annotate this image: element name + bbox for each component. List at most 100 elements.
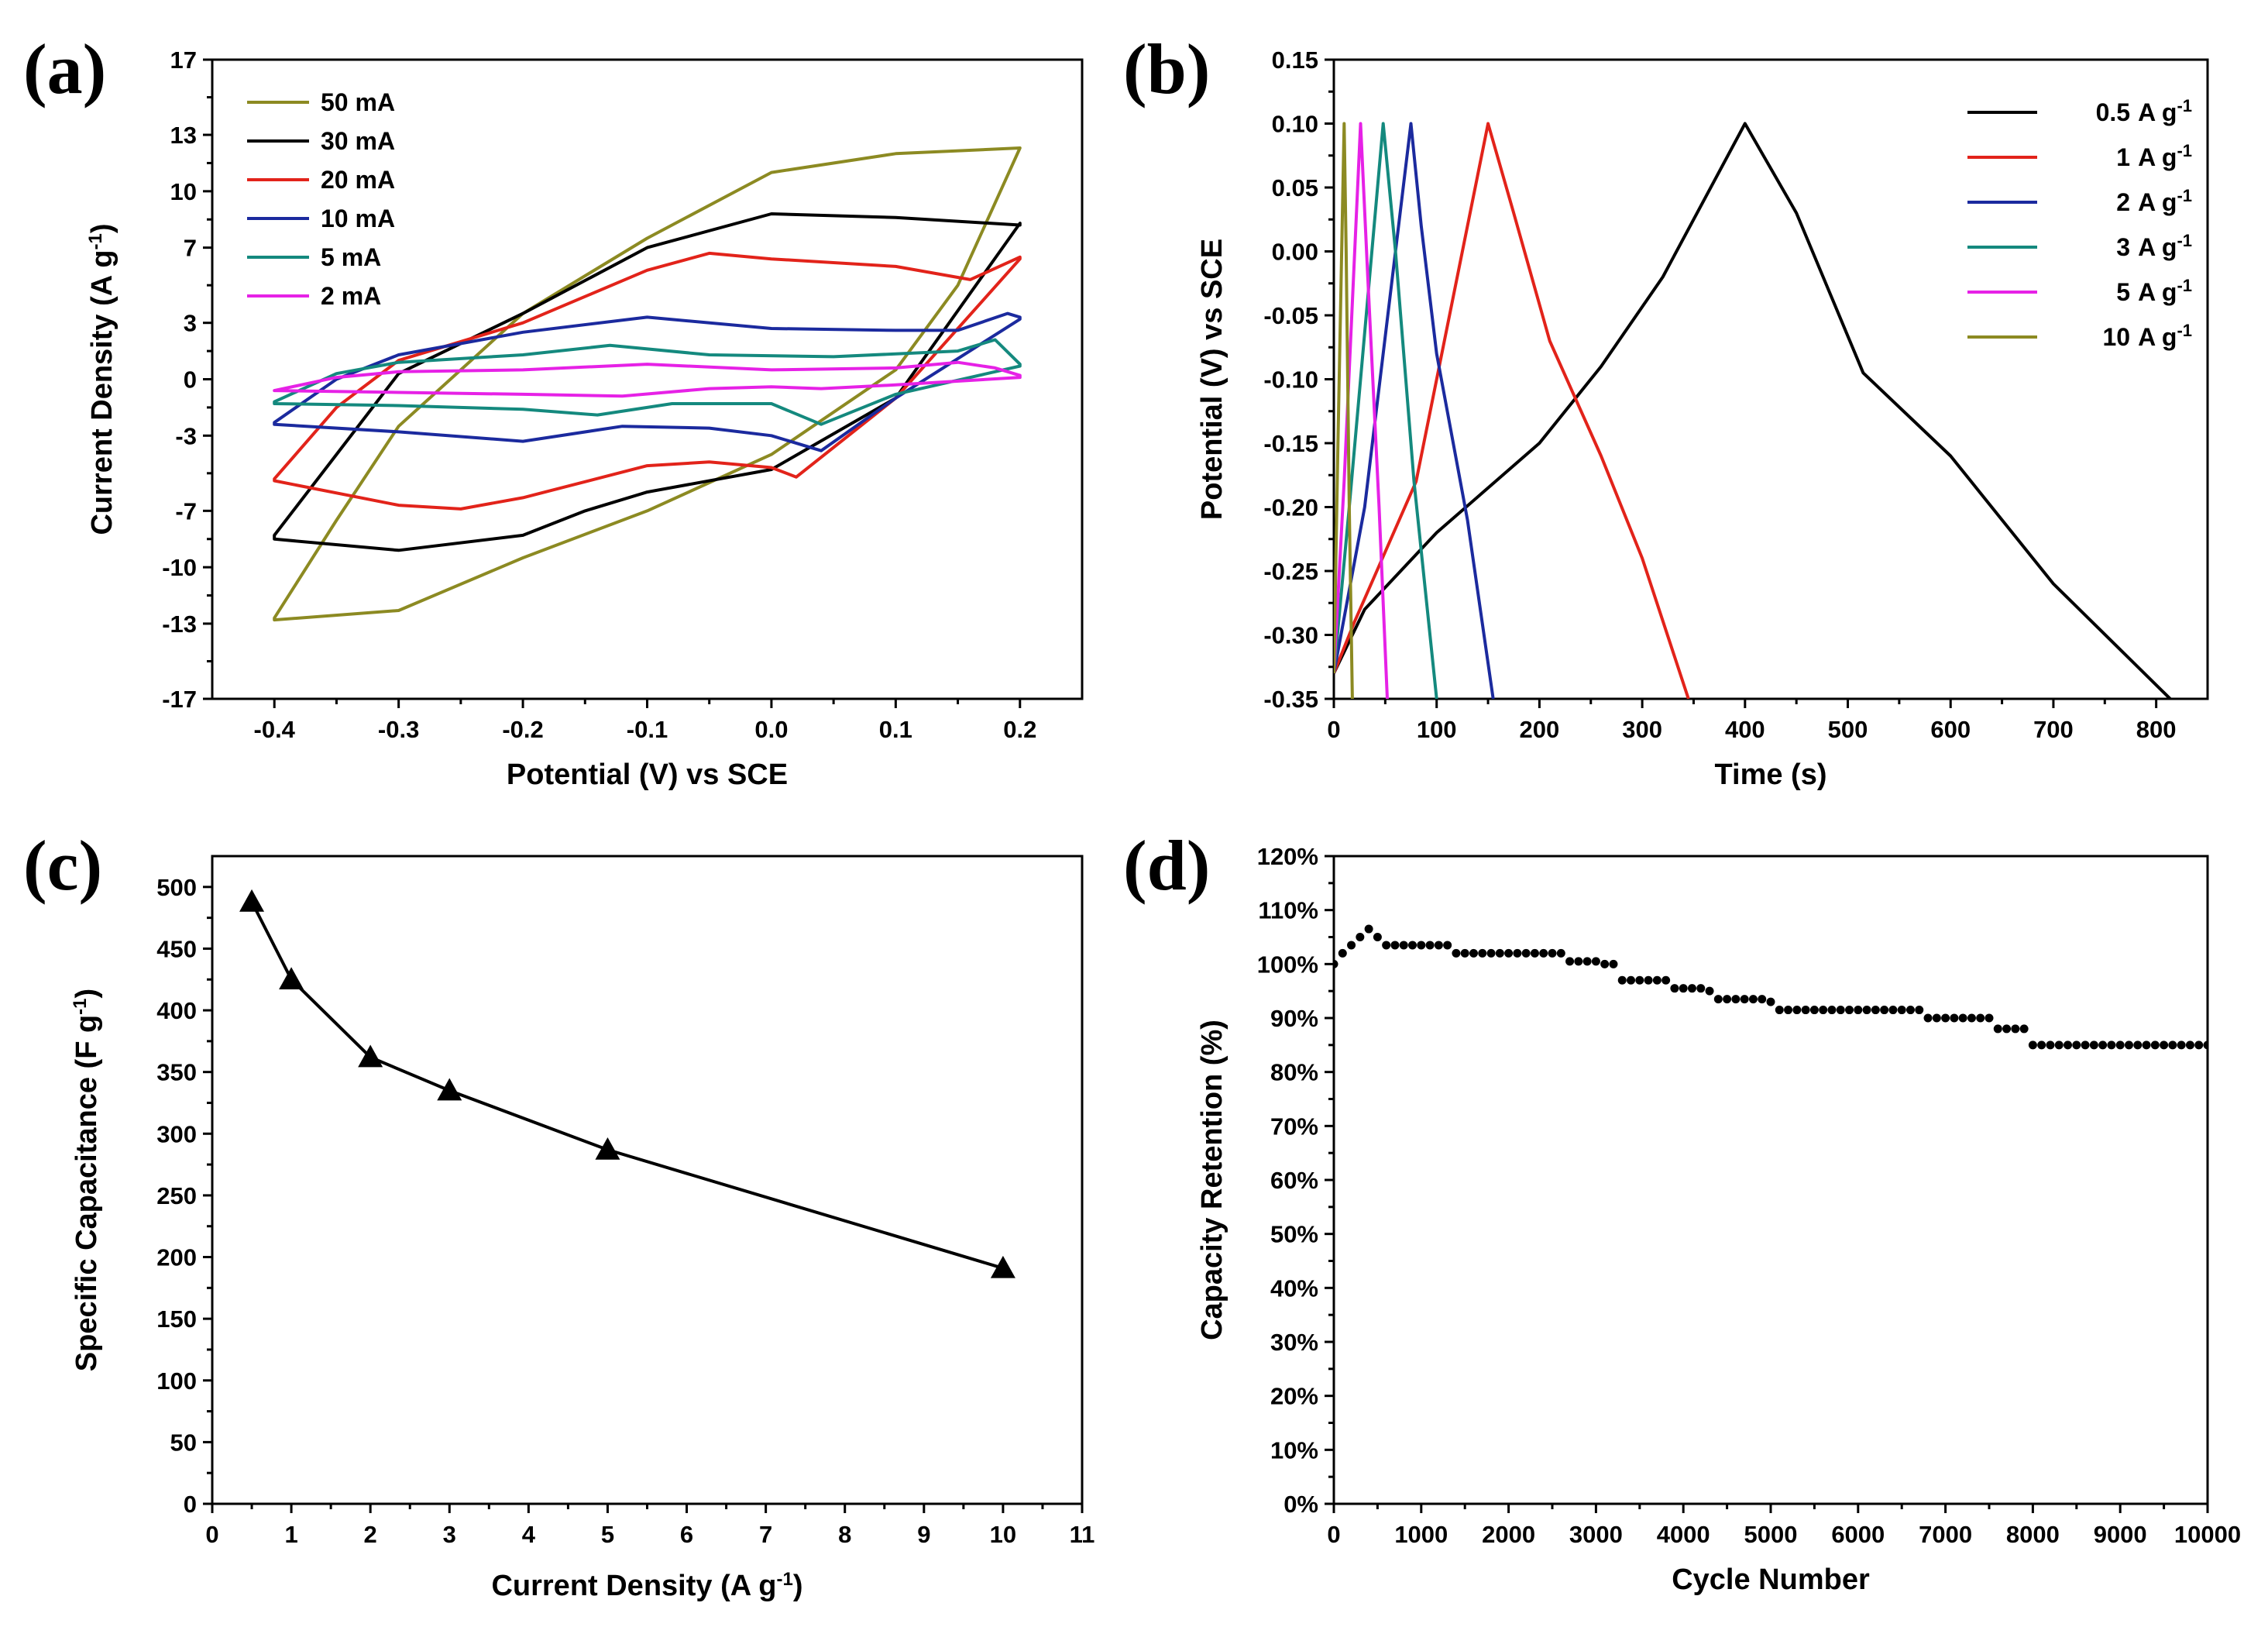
legend-label-5: 2 mA bbox=[321, 282, 381, 310]
y-tick-label-d: 90% bbox=[1270, 1005, 1318, 1032]
panel-label-a: (a) bbox=[23, 29, 106, 108]
data-point-triangle bbox=[358, 1044, 383, 1068]
retention-point bbox=[2046, 1041, 2055, 1050]
retention-point bbox=[1417, 941, 1426, 950]
legend-label-4: 5 mA bbox=[321, 243, 381, 271]
retention-point bbox=[1652, 975, 1661, 985]
retention-point bbox=[1469, 948, 1478, 958]
legend-unit-0: A g bbox=[2138, 98, 2177, 126]
retention-point bbox=[1495, 948, 1504, 958]
retention-point bbox=[1478, 948, 1487, 958]
legend-label-1: 30 mA bbox=[321, 127, 395, 155]
capacitance-line bbox=[250, 900, 1004, 1270]
x-tick-label-d: 10000 bbox=[2174, 1521, 2241, 1548]
y-tick-label-b: 0.05 bbox=[1272, 174, 1318, 201]
y-tick-label-a: 0 bbox=[184, 366, 197, 394]
retention-point bbox=[2203, 1041, 2208, 1050]
legend-value-1: 1 bbox=[2116, 143, 2130, 171]
retention-point bbox=[2028, 1041, 2037, 1050]
retention-point bbox=[1338, 948, 1347, 958]
retention-point bbox=[1766, 997, 1775, 1006]
retention-point bbox=[2194, 1041, 2204, 1050]
retention-point bbox=[1408, 941, 1418, 950]
retention-point bbox=[1600, 959, 1610, 968]
retention-point bbox=[2185, 1041, 2194, 1050]
y-tick-label-a: -17 bbox=[162, 686, 197, 713]
x-tick-label-b: 0 bbox=[1327, 716, 1340, 743]
x-axis-title-d: Cycle Number bbox=[1672, 1563, 1870, 1596]
y-tick-label-c: 200 bbox=[156, 1244, 197, 1271]
legend-unit-1: A g bbox=[2138, 143, 2177, 171]
x-tick-label-c: 3 bbox=[443, 1521, 456, 1548]
x-tick-label-d: 2000 bbox=[1482, 1521, 1535, 1548]
x-tick-label-b: 200 bbox=[1520, 716, 1560, 743]
x-tick-label-d: 6000 bbox=[1831, 1521, 1885, 1548]
y-tick-label-a: 7 bbox=[184, 235, 197, 262]
y-tick-label-c: 150 bbox=[156, 1305, 197, 1333]
x-axis-title-b: Time (s) bbox=[1714, 758, 1826, 791]
plot-area-c bbox=[250, 900, 1004, 1270]
retention-point bbox=[1862, 1006, 1871, 1015]
x-tick-label-c: 10 bbox=[990, 1521, 1016, 1548]
retention-point bbox=[1486, 948, 1496, 958]
retention-point bbox=[2089, 1041, 2098, 1050]
legend-label-3: 3 A g-1 bbox=[2116, 231, 2192, 262]
y-tick-label-c: 250 bbox=[156, 1182, 197, 1209]
x-tick-label-d: 0 bbox=[1327, 1521, 1340, 1548]
gcd-curve-0 bbox=[1334, 122, 2173, 699]
retention-point bbox=[1854, 1006, 1863, 1015]
x-tick-label-a: -0.1 bbox=[627, 716, 668, 743]
retention-point bbox=[2168, 1041, 2177, 1050]
retention-point bbox=[1443, 941, 1452, 950]
plot-frame-c bbox=[211, 855, 1084, 1505]
retention-point bbox=[1425, 941, 1435, 950]
retention-point bbox=[1915, 1006, 1924, 1015]
legend-unit-5: A g bbox=[2138, 323, 2177, 351]
retention-point bbox=[1993, 1024, 2002, 1034]
x-tick-label-a: -0.2 bbox=[502, 716, 543, 743]
y-tick-label-a: 17 bbox=[170, 46, 197, 74]
legend-label-1: 1 A g-1 bbox=[2116, 141, 2192, 172]
x-tick-label-b: 500 bbox=[1828, 716, 1868, 743]
retention-point bbox=[1958, 1013, 1967, 1023]
retention-point bbox=[1775, 1006, 1784, 1015]
legend-label-0: 0.5 A g-1 bbox=[2096, 96, 2192, 127]
retention-point bbox=[1644, 975, 1653, 985]
retention-point bbox=[1713, 995, 1723, 1004]
y-tick-label-d: 40% bbox=[1270, 1274, 1318, 1302]
plot-area-b bbox=[1334, 122, 2173, 699]
retention-point bbox=[1504, 948, 1514, 958]
legend-value-5: 10 bbox=[2102, 323, 2130, 351]
y-tick-label-a: -10 bbox=[162, 554, 197, 581]
retention-point bbox=[1661, 975, 1671, 985]
x-tick-label-a: 0.0 bbox=[754, 716, 788, 743]
y-tick-label-b: -0.05 bbox=[1263, 302, 1318, 329]
retention-point bbox=[1530, 948, 1539, 958]
y-tick-label-a: -3 bbox=[175, 422, 197, 449]
y-tick-label-b: -0.30 bbox=[1263, 622, 1318, 649]
y-axis-title-a: Current Density (A g-1) bbox=[85, 223, 119, 535]
retention-point bbox=[1897, 1006, 1906, 1015]
x-axis-title-a: Potential (V) vs SCE bbox=[507, 758, 788, 791]
y-tick-label-b: -0.35 bbox=[1263, 686, 1318, 713]
retention-point bbox=[1574, 957, 1583, 966]
retention-point bbox=[1399, 941, 1408, 950]
y-tick-label-c: 450 bbox=[156, 935, 197, 962]
data-point-triangle bbox=[990, 1255, 1015, 1278]
x-tick-label-a: -0.4 bbox=[254, 716, 296, 743]
y-tick-label-c: 300 bbox=[156, 1120, 197, 1147]
retention-point bbox=[1723, 995, 1732, 1004]
x-tick-label-c: 11 bbox=[1070, 1521, 1095, 1548]
y-tick-label-c: 50 bbox=[170, 1429, 197, 1456]
retention-point bbox=[1687, 984, 1696, 993]
legend-value-2: 2 bbox=[2116, 188, 2130, 216]
retention-point bbox=[1696, 984, 1706, 993]
retention-point bbox=[2002, 1024, 2012, 1034]
legend-unit-2: A g bbox=[2138, 188, 2177, 216]
legend-unit-4: A g bbox=[2138, 278, 2177, 306]
retention-point bbox=[1836, 1006, 1845, 1015]
y-tick-label-d: 50% bbox=[1270, 1221, 1318, 1248]
plot-area-d bbox=[1334, 924, 2208, 1050]
y-axis-title-c-end: ) bbox=[70, 989, 103, 999]
